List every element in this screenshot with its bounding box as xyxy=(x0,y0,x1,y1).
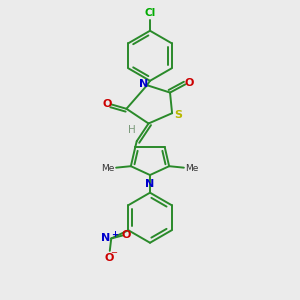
Text: N: N xyxy=(101,233,111,244)
Text: Cl: Cl xyxy=(144,8,156,18)
Text: N: N xyxy=(139,79,148,89)
Text: H: H xyxy=(128,125,136,135)
Text: O: O xyxy=(121,230,131,240)
Text: Me: Me xyxy=(101,164,115,173)
Text: +: + xyxy=(111,230,118,239)
Text: O: O xyxy=(104,253,114,263)
Text: O: O xyxy=(103,99,112,110)
Text: Me: Me xyxy=(185,164,199,173)
Text: O: O xyxy=(184,79,194,88)
Text: S: S xyxy=(174,110,182,120)
Text: N: N xyxy=(146,179,154,189)
Text: −: − xyxy=(110,248,117,257)
